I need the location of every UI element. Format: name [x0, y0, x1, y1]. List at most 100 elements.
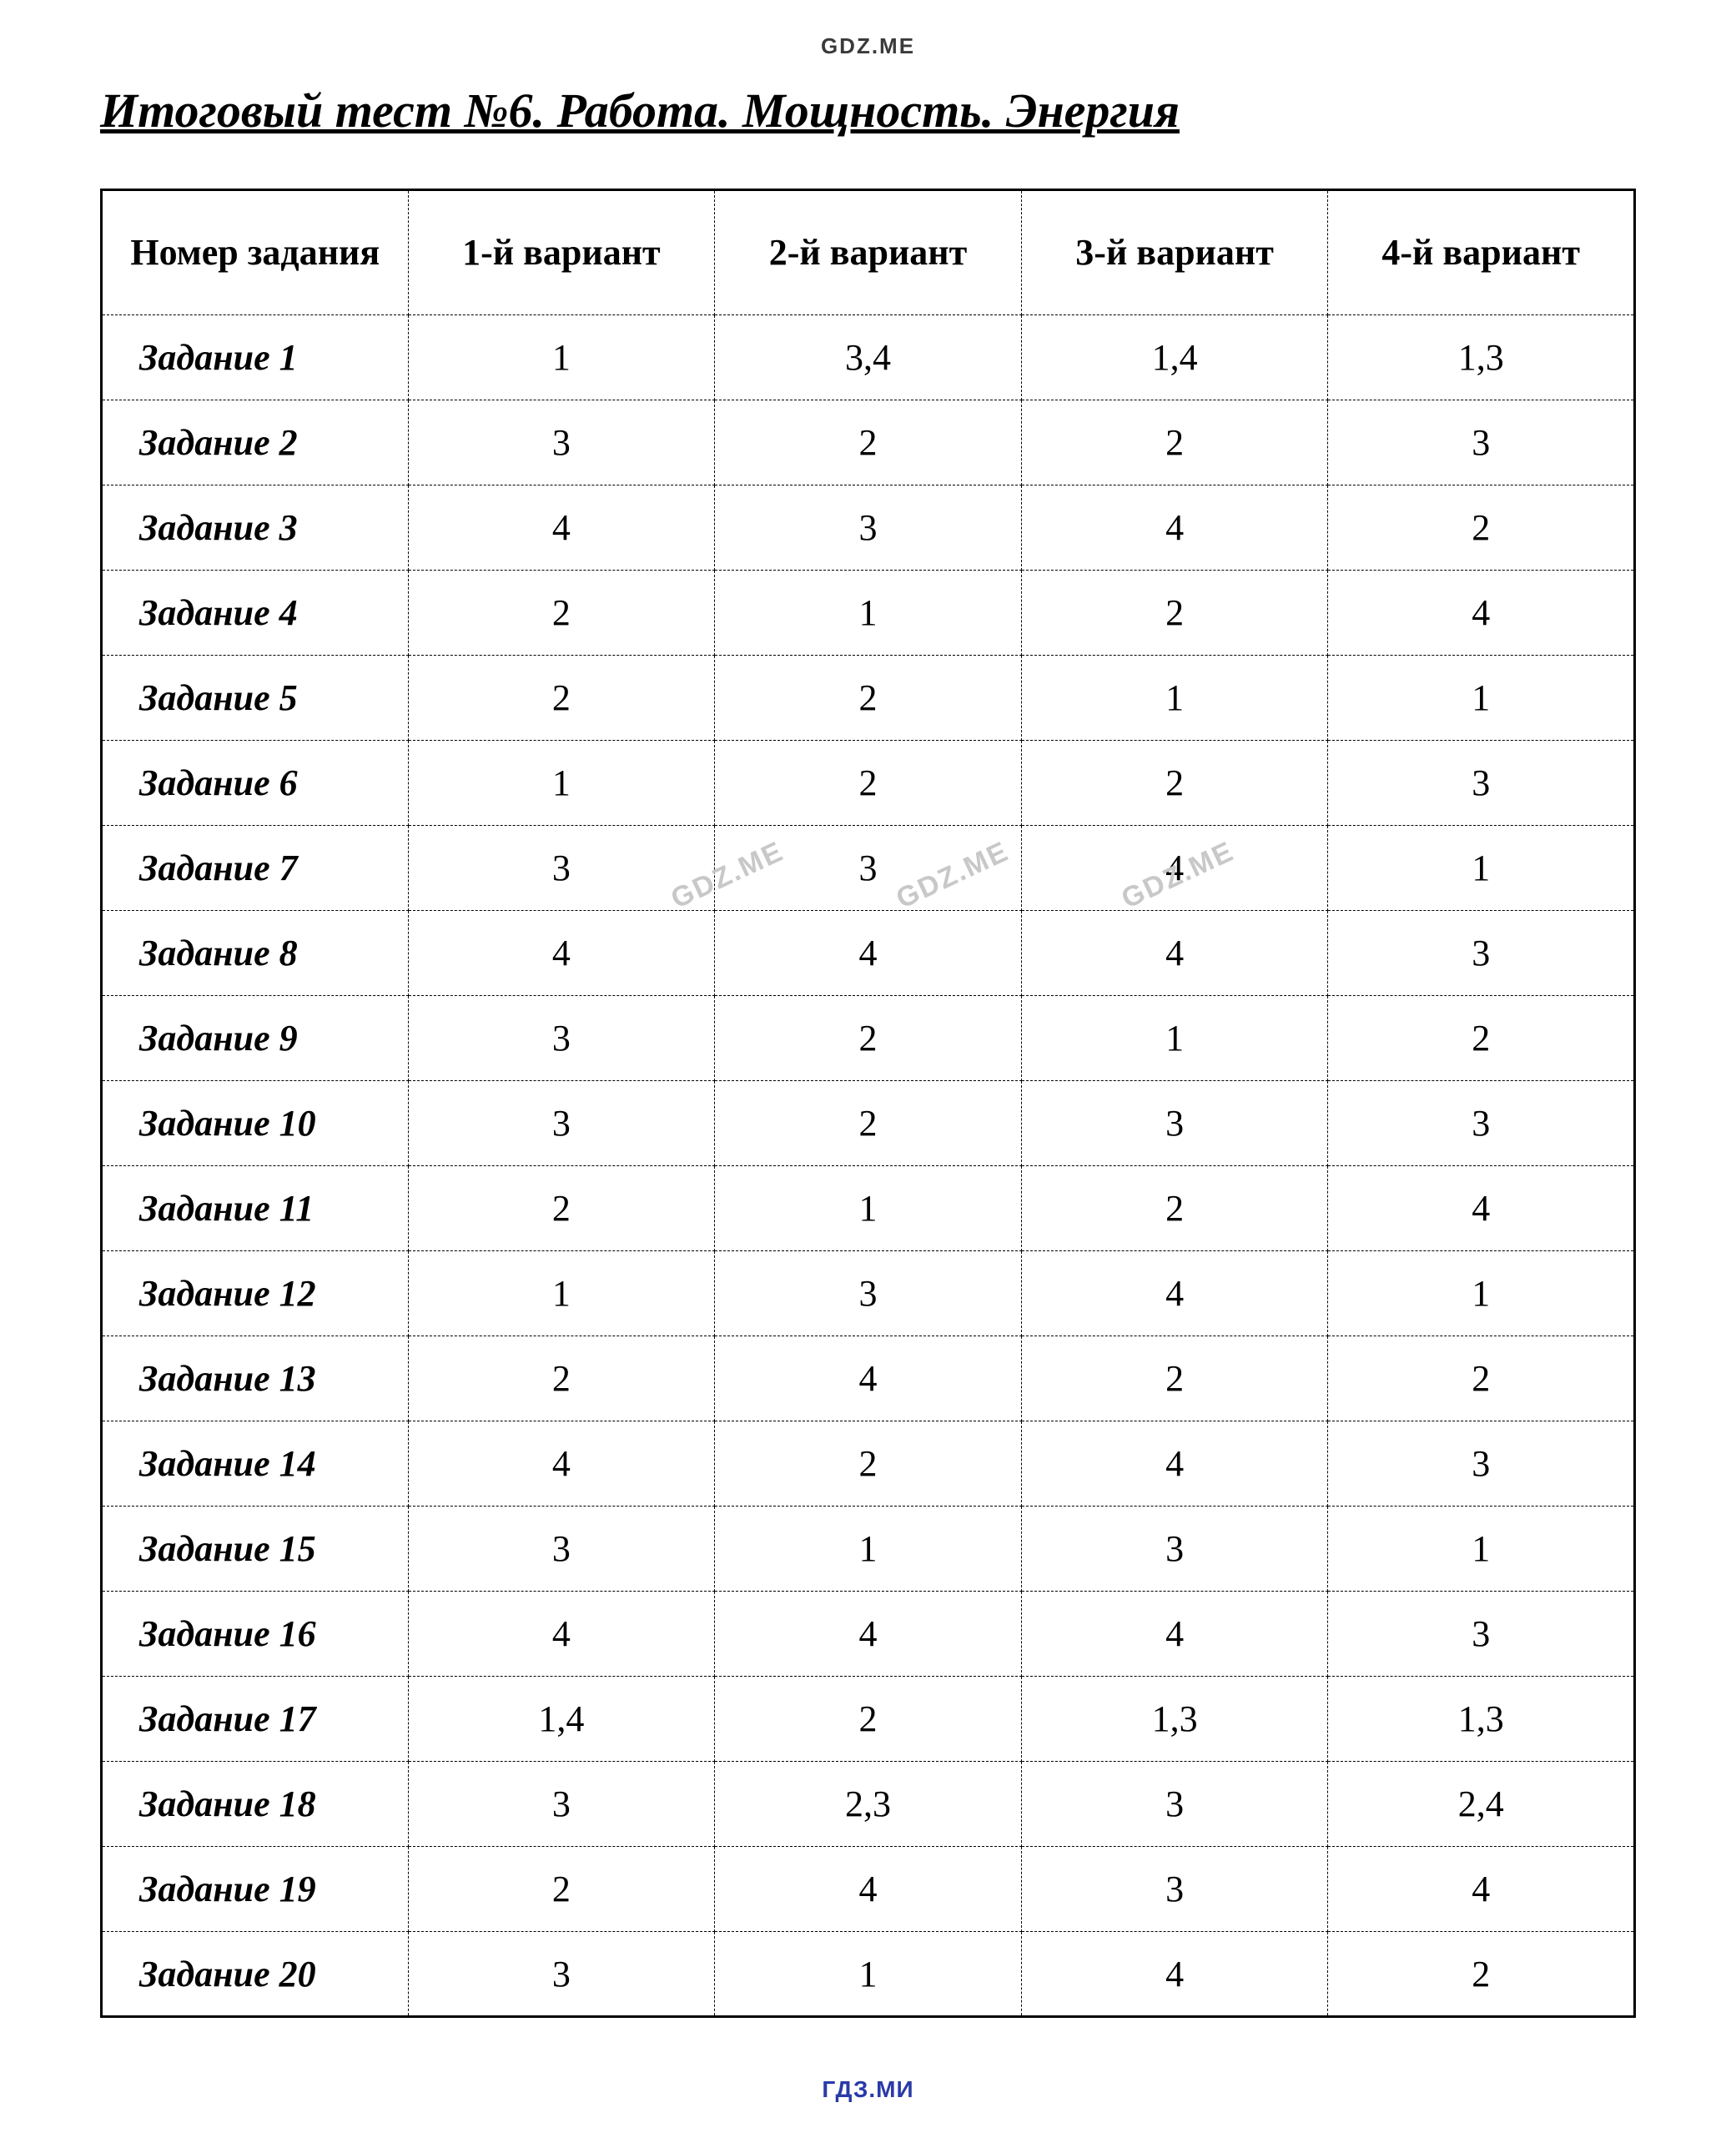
col-header-variant-4: 4-й вариант — [1328, 190, 1635, 315]
table-row: Задание 132422 — [102, 1336, 1635, 1421]
answer-cell: 2 — [715, 996, 1022, 1081]
answer-cell: 2 — [1021, 1336, 1328, 1421]
answer-cell: 2 — [715, 400, 1022, 485]
answer-cell: 4 — [715, 1336, 1022, 1421]
table-row: Задание 73341 — [102, 826, 1635, 911]
answer-cell: 2 — [1021, 571, 1328, 656]
answer-cell: 4 — [1021, 826, 1328, 911]
table-row: Задание 52211 — [102, 656, 1635, 741]
table-row: Задание 171,421,31,3 — [102, 1677, 1635, 1762]
table-row: Задание 144243 — [102, 1421, 1635, 1507]
answer-cell: 3 — [1328, 1421, 1635, 1507]
answer-cell: 3 — [715, 826, 1022, 911]
task-label: Задание 9 — [102, 996, 409, 1081]
task-label: Задание 13 — [102, 1336, 409, 1421]
answers-table: Номер задания 1-й вариант 2-й вариант 3-… — [100, 189, 1636, 2018]
answer-cell: 4 — [408, 1421, 715, 1507]
answer-cell: 2 — [1328, 485, 1635, 571]
answer-cell: 2 — [408, 1336, 715, 1421]
answer-cell: 3 — [408, 826, 715, 911]
table-row: Задание 61223 — [102, 741, 1635, 826]
task-label: Задание 2 — [102, 400, 409, 485]
answer-cell: 3 — [1021, 1847, 1328, 1932]
answer-cell: 1 — [408, 1251, 715, 1336]
answer-cell: 2 — [408, 656, 715, 741]
table-row: Задание 153131 — [102, 1507, 1635, 1592]
table-row: Задание 42124 — [102, 571, 1635, 656]
table-row: Задание 103233 — [102, 1081, 1635, 1166]
task-label: Задание 20 — [102, 1932, 409, 2017]
answer-cell: 1 — [1021, 656, 1328, 741]
table-row: Задание 84443 — [102, 911, 1635, 996]
answer-cell: 4 — [1021, 1592, 1328, 1677]
answer-cell: 3 — [1328, 741, 1635, 826]
task-label: Задание 11 — [102, 1166, 409, 1251]
answer-cell: 1 — [1021, 996, 1328, 1081]
task-label: Задание 7 — [102, 826, 409, 911]
answer-cell: 2 — [715, 1081, 1022, 1166]
answer-cell: 2 — [715, 656, 1022, 741]
answer-cell: 2 — [1328, 996, 1635, 1081]
answer-cell: 4 — [1021, 485, 1328, 571]
task-label: Задание 10 — [102, 1081, 409, 1166]
answer-cell: 3 — [408, 1081, 715, 1166]
page: GDZ.ME Итоговый тест №6. Работа. Мощност… — [0, 0, 1736, 2153]
task-label: Задание 16 — [102, 1592, 409, 1677]
page-title: Итоговый тест №6. Работа. Мощность. Энер… — [100, 83, 1636, 138]
answer-cell: 3 — [1021, 1762, 1328, 1847]
answer-cell: 4 — [715, 1847, 1022, 1932]
answer-cell: 1 — [1328, 1507, 1635, 1592]
table-row: Задание 93212 — [102, 996, 1635, 1081]
answers-table-body: Задание 113,41,41,3Задание 23223Задание … — [102, 315, 1635, 2017]
answer-cell: 1 — [1328, 656, 1635, 741]
answer-cell: 3 — [408, 1932, 715, 2017]
answer-cell: 4 — [1021, 1251, 1328, 1336]
answer-cell: 1 — [715, 1166, 1022, 1251]
answer-cell: 2 — [715, 1677, 1022, 1762]
task-label: Задание 19 — [102, 1847, 409, 1932]
task-label: Задание 18 — [102, 1762, 409, 1847]
answer-cell: 2 — [715, 1421, 1022, 1507]
answer-cell: 1,3 — [1328, 315, 1635, 400]
col-header-variant-3: 3-й вариант — [1021, 190, 1328, 315]
answer-cell: 2 — [408, 1847, 715, 1932]
answer-cell: 3 — [408, 400, 715, 485]
answer-cell: 3 — [408, 1762, 715, 1847]
answer-cell: 2 — [1021, 400, 1328, 485]
col-header-task-number: Номер задания — [102, 190, 409, 315]
answer-cell: 2 — [408, 571, 715, 656]
task-label: Задание 15 — [102, 1507, 409, 1592]
answer-cell: 1,4 — [408, 1677, 715, 1762]
answer-cell: 2 — [408, 1166, 715, 1251]
table-row: Задание 34342 — [102, 485, 1635, 571]
answer-cell: 3,4 — [715, 315, 1022, 400]
answer-cell: 3 — [1021, 1507, 1328, 1592]
table-row: Задание 192434 — [102, 1847, 1635, 1932]
answer-cell: 1 — [1328, 826, 1635, 911]
answer-cell: 4 — [1328, 1847, 1635, 1932]
answer-cell: 3 — [408, 1507, 715, 1592]
answer-cell: 4 — [408, 911, 715, 996]
table-row: Задание 23223 — [102, 400, 1635, 485]
answer-cell: 1 — [715, 1507, 1022, 1592]
task-label: Задание 8 — [102, 911, 409, 996]
answer-cell: 3 — [408, 996, 715, 1081]
answer-cell: 2,4 — [1328, 1762, 1635, 1847]
answer-cell: 2 — [1328, 1336, 1635, 1421]
answer-cell: 1,4 — [1021, 315, 1328, 400]
bottom-watermark: ГДЗ.МИ — [100, 2076, 1636, 2103]
answer-cell: 4 — [1021, 1421, 1328, 1507]
top-watermark: GDZ.ME — [100, 33, 1636, 59]
answer-cell: 4 — [715, 1592, 1022, 1677]
answer-cell: 1 — [715, 571, 1022, 656]
answer-cell: 4 — [408, 485, 715, 571]
answer-cell: 1,3 — [1021, 1677, 1328, 1762]
answer-cell: 3 — [1328, 1081, 1635, 1166]
answer-cell: 3 — [715, 485, 1022, 571]
col-header-variant-1: 1-й вариант — [408, 190, 715, 315]
task-label: Задание 12 — [102, 1251, 409, 1336]
answer-cell: 2 — [1021, 741, 1328, 826]
answer-cell: 3 — [715, 1251, 1022, 1336]
task-label: Задание 14 — [102, 1421, 409, 1507]
answer-cell: 1 — [408, 315, 715, 400]
